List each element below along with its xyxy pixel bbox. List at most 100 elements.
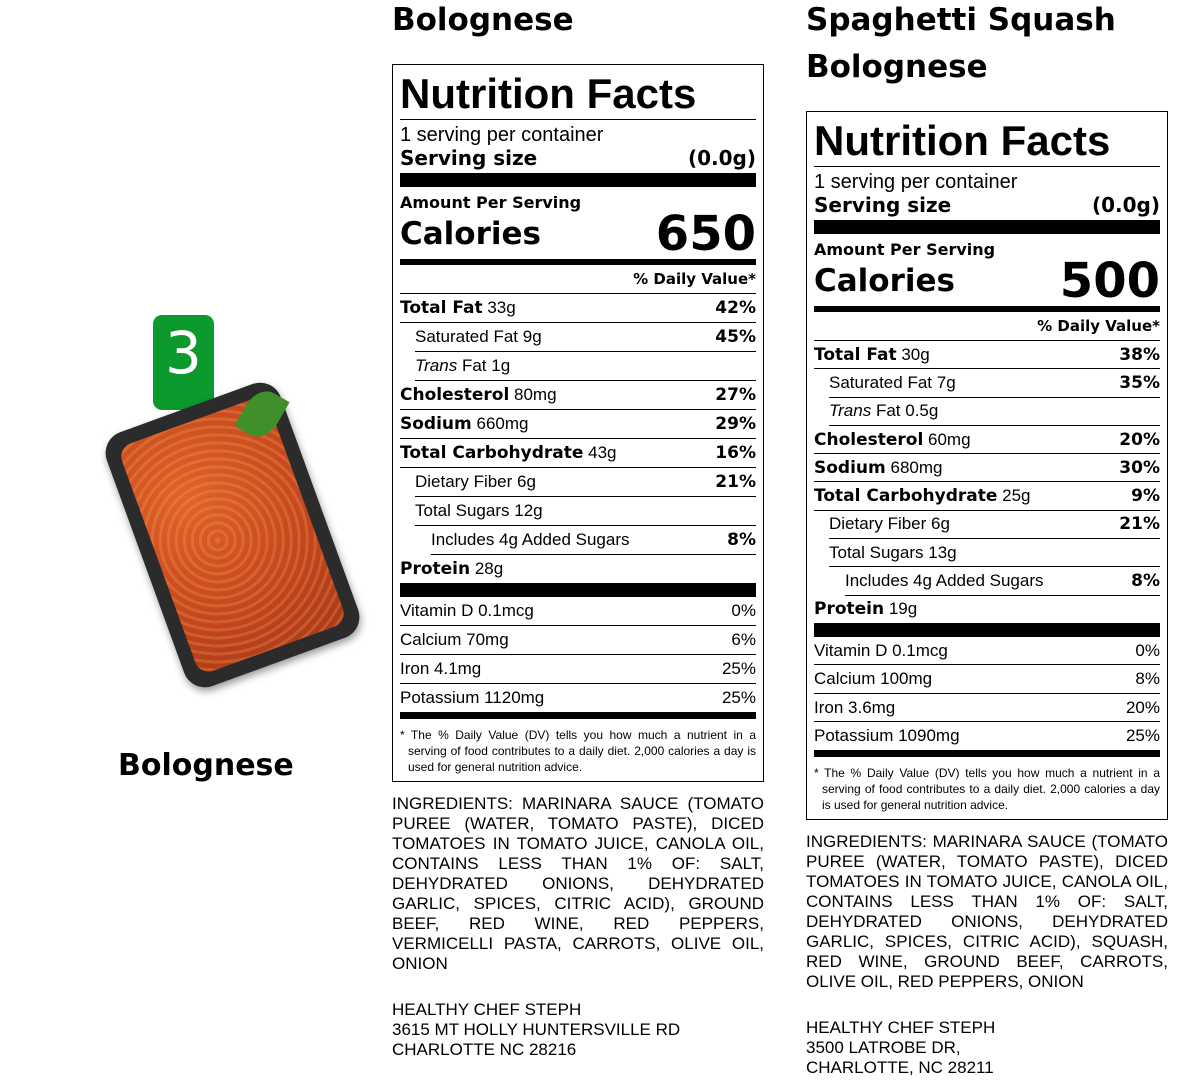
nutrient-row: Dietary Fiber 6g 21% — [415, 468, 756, 497]
calories-row: Calories 500 — [814, 257, 1160, 305]
serving-size-row: Serving size (0.0g) — [400, 146, 756, 170]
item-number-badge: 3 — [153, 315, 214, 410]
nutrient-amount: 7g — [936, 372, 956, 392]
vitamin-daily-value: 25% — [721, 659, 756, 678]
nutrient-row: Total Fat 33g 42% — [400, 294, 756, 323]
label-heading: Bolognese — [392, 2, 574, 38]
nutrient-name: Sodium — [814, 457, 886, 478]
nutrient-row: Includes 4g Added Sugars 8% — [431, 526, 756, 555]
nutrient-label: Dietary Fiber 6g — [829, 514, 950, 534]
nutrient-label: Total Carbohydrate 25g — [814, 486, 1031, 506]
serving-size-label: Serving size — [400, 146, 538, 170]
nutrient-row: Includes 4g Added Sugars 8% — [845, 567, 1160, 596]
serving-size-value: (0.0g) — [687, 146, 756, 170]
nutrient-row: Protein 28g — [400, 555, 756, 583]
nutrient-daily-value: 21% — [715, 472, 756, 492]
nutrient-name: Total Carbohydrate — [400, 443, 584, 463]
nutrient-row: Sodium 680mg 30% — [814, 454, 1160, 483]
nutrient-label: Dietary Fiber 6g — [415, 472, 536, 492]
nutrient-amount: 13g — [928, 542, 957, 562]
nutrient-row: Trans Fat 0.5g — [829, 398, 1160, 426]
thick-divider — [814, 220, 1160, 234]
nutrition-facts-title: Nutrition Facts — [814, 116, 1160, 167]
calories-value: 650 — [655, 206, 756, 262]
nutrient-label: Includes 4g Added Sugars — [431, 530, 629, 550]
amount-per-serving: Amount Per Serving — [400, 193, 582, 212]
nutrient-daily-value: 42% — [715, 298, 756, 318]
nutrition-facts-title: Nutrition Facts — [400, 69, 756, 120]
address-line: 3500 LATROBE DR, — [806, 1037, 961, 1057]
nutrient-amount: 12g — [514, 501, 543, 520]
nutrient-name: Fat — [875, 401, 901, 421]
nutrient-name: Total Sugars — [415, 501, 510, 520]
medium-divider — [400, 713, 756, 719]
nutrient-amount: 28g — [474, 559, 504, 578]
nutrient-label: Total Sugars 13g — [829, 543, 957, 563]
nutrient-name: Fat — [461, 356, 487, 375]
vitamin-row: Iron 3.6mg 20% — [814, 694, 1160, 723]
medium-divider — [814, 750, 1160, 757]
vitamin-name: Iron 4.1mg — [400, 659, 482, 678]
thick-divider — [400, 173, 756, 187]
vitamin-daily-value: 0% — [731, 601, 756, 620]
label-heading: Spaghetti Squash Bolognese — [806, 2, 1116, 85]
nutrient-name: Saturated Fat — [829, 372, 933, 392]
thick-divider — [400, 583, 756, 597]
address-line: 3615 MT HOLLY HUNTERSVILLE RD — [392, 1020, 681, 1039]
nutrient-label: Saturated Fat 7g — [829, 373, 956, 393]
nutrient-row: Saturated Fat 7g 35% — [829, 369, 1160, 398]
nutrient-amount: 6g — [517, 472, 536, 491]
nutrient-amount: 80mg — [514, 385, 557, 404]
vitamin-name: Vitamin D 0.1mcg — [814, 640, 948, 660]
nutrient-daily-value: 35% — [1119, 372, 1160, 393]
product-name: Bolognese — [118, 748, 294, 783]
calories-label: Calories — [814, 263, 955, 299]
servings-per-container: 1 serving per container — [400, 124, 604, 146]
vitamin-row: Vitamin D 0.1mcg 0% — [400, 597, 756, 626]
nutrient-name: Sodium — [400, 414, 472, 434]
vitamin-row: Iron 4.1mg 25% — [400, 655, 756, 684]
serving-size-label: Serving size — [814, 193, 952, 217]
nutrient-daily-value: 45% — [715, 327, 756, 347]
nutrient-amount: 0.5g — [905, 401, 939, 421]
label-column-bolognese: Bolognese Nutrition Facts 1 serving per co… — [392, 0, 764, 1060]
nutrition-facts-label: Nutrition Facts 1 serving per container Se… — [806, 111, 1168, 820]
serving-size-value: (0.0g) — [1091, 193, 1160, 217]
nutrient-amount: 19g — [888, 599, 918, 619]
nutrient-name: Total Carbohydrate — [814, 486, 998, 507]
daily-value-header: % Daily Value* — [814, 312, 1160, 341]
nutrient-label: Protein 19g — [814, 599, 917, 619]
vitamin-name: Potassium 1120mg — [400, 688, 545, 707]
nutrient-amount: 33g — [487, 298, 516, 317]
nutrient-daily-value: 27% — [715, 385, 756, 405]
vitamin-row: Vitamin D 0.1mcg 0% — [814, 637, 1160, 666]
label-column-spaghetti-squash: Spaghetti Squash Bolognese Nutrition Fact… — [806, 0, 1168, 1078]
nutrient-amount: 9g — [522, 327, 542, 346]
vitamin-daily-value: 0% — [1135, 640, 1160, 660]
nutrient-row: Total Carbohydrate 43g 16% — [400, 439, 756, 468]
nutrient-amount: 6g — [931, 514, 950, 534]
nutrient-label: Trans Fat 0.5g — [829, 401, 938, 421]
nutrient-daily-value: 21% — [1119, 514, 1160, 535]
nutrient-row: Dietary Fiber 6g 21% — [829, 511, 1160, 540]
nutrient-label: Cholesterol 60mg — [814, 430, 971, 450]
nutrient-amount: 30g — [901, 344, 930, 364]
address-line: HEALTHY CHEF STEPH — [392, 1000, 582, 1019]
vitamin-row: Calcium 100mg 8% — [814, 665, 1160, 694]
nutrient-italic-prefix: Trans — [415, 356, 458, 375]
nutrient-label: Cholesterol 80mg — [400, 385, 557, 405]
nutrient-amount: 1g — [491, 356, 511, 375]
vitamin-daily-value: 25% — [721, 688, 756, 707]
nutrient-label: Total Carbohydrate 43g — [400, 443, 617, 463]
nutrient-name: Dietary Fiber — [829, 514, 927, 534]
nutrient-label: Saturated Fat 9g — [415, 327, 542, 347]
nutrient-row: Total Fat 30g 38% — [814, 341, 1160, 370]
medium-divider — [814, 306, 1160, 312]
nutrient-daily-value: 8% — [727, 530, 756, 550]
vitamin-daily-value: 6% — [731, 630, 756, 649]
nutrient-row: Protein 19g — [814, 596, 1160, 623]
nutrient-name: Total Sugars — [829, 542, 924, 562]
nutrient-daily-value: 9% — [1131, 486, 1160, 507]
nutrient-daily-value: 8% — [1131, 571, 1160, 592]
vitamin-row: Potassium 1090mg 25% — [814, 722, 1160, 751]
